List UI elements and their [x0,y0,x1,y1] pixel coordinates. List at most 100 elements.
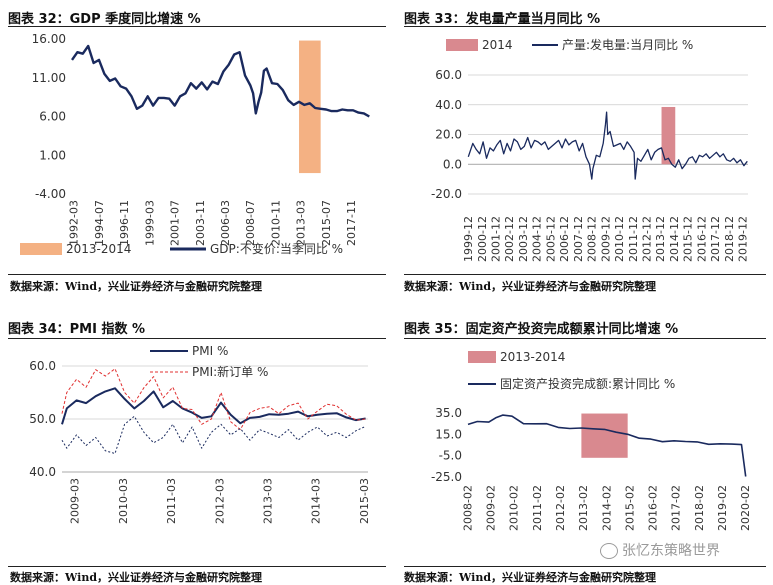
source-note-34: 数据来源：Wind，兴业证券经济与金融研究院整理 [10,571,263,584]
legend-label: 2013-2014 [500,350,565,364]
x-tick-label: 2016-02 [647,485,660,531]
x-tick-label: 2011-02 [531,485,544,531]
x-tick-label: 2003-11 [194,200,207,246]
x-tick-label: 2011-12 [627,216,640,262]
legend-swatch [20,243,62,255]
legend-label: 2013-2014 [66,242,131,256]
top-rule-35 [404,338,766,339]
series-line [467,414,747,477]
bottom-rule-32 [8,274,386,275]
x-tick-label: 1994-07 [93,200,106,246]
legend-label: GDP:不变价:当季同比 % [210,241,343,256]
source-note-35: 数据来源：Wind，兴业证券经济与金融研究院整理 [404,571,657,584]
x-tick-label: 2019-02 [716,485,729,531]
y-tick-label: 20.0 [435,128,462,142]
y-tick-label: 0.0 [443,157,462,171]
x-tick-label: 2020-02 [739,485,752,531]
x-tick-label: 2005-12 [544,216,557,262]
x-tick-label: 1992-03 [68,200,81,246]
x-tick-label: 2015-12 [682,216,695,262]
y-tick-label: 35.0 [435,406,462,420]
x-tick-label: 2008-02 [461,485,474,531]
series-line [467,111,748,180]
source-note-33: 数据来源：Wind，兴业证券经济与金融研究院整理 [404,280,657,293]
y-tick-label: 60.0 [29,359,56,373]
x-tick-label: 2008-12 [586,216,599,262]
legend-label: 固定资产投资完成额:累计同比 % [500,376,675,391]
source-note-32: 数据来源：Wind，兴业证券经济与金融研究院整理 [10,280,263,293]
x-tick-label: 2014-02 [600,485,613,531]
x-tick-label: 2007-12 [572,216,585,262]
x-tick-label: 2015-02 [623,485,636,531]
panel-title-35: 图表 35：固定资产投资完成额累计同比增速 % [404,322,679,337]
legend-label: 2014 [482,38,513,52]
x-tick-label: 2018-12 [723,216,736,262]
x-tick-label: 2010-02 [508,485,521,531]
y-tick-label: 50.0 [29,412,56,426]
x-tick-label: 2010-03 [117,478,130,524]
x-tick-label: 2019-12 [737,216,750,262]
shaded-period-bar [581,413,628,458]
x-tick-label: 2014-03 [310,478,323,524]
top-rule-34 [8,338,386,339]
y-tick-label: 11.00 [32,71,66,85]
panel-title-33: 图表 33：发电量产量当月同比 % [404,12,601,27]
x-tick-label: 2013-02 [577,485,590,531]
x-tick-label: 2010-11 [269,200,282,246]
x-tick-label: 2009-03 [69,478,82,524]
x-tick-label: 2016-12 [695,216,708,262]
x-tick-label: 2012-02 [554,485,567,531]
x-tick-label: 2017-12 [709,216,722,262]
y-tick-label: 16.00 [32,32,66,46]
legend-label: PMI:新订单 % [192,364,268,379]
y-tick-label: -4.00 [35,187,66,201]
top-rule-32 [8,26,386,27]
x-tick-label: 2009-12 [599,216,612,262]
chart-pmi: 60.0 50.0 40.0 2009-03 2010-03 2011-03 2012-03… [29,344,371,524]
panel-title-32: 图表 32：GDP 季度同比增速 % [8,12,201,27]
y-tick-label: 40.0 [29,465,56,479]
x-tick-label: 2012-12 [641,216,654,262]
x-tick-label: 2015-03 [358,478,371,524]
shaded-period-bar [299,40,321,174]
x-tick-label: 2012-03 [213,478,226,524]
y-tick-label: -20.0 [431,187,462,201]
chart-power-generation-yoy: 60.0 40.0 20.0 0.0 -20.0 1999-12 2000-12 2001-1… [431,37,750,262]
x-tick-label: 2014-12 [668,216,681,262]
x-tick-label: 2017-11 [345,200,358,246]
x-tick-label: 2003-12 [517,216,530,262]
x-tick-label: 2006-03 [219,200,232,246]
x-tick-label: 2006-12 [558,216,571,262]
watermark-text: 张忆东策略世界 [622,543,720,559]
x-tick-label: 2013-03 [261,478,274,524]
y-tick-label: 60.0 [435,68,462,82]
y-tick-label: 1.00 [39,148,66,162]
wechat-icon [600,543,618,559]
y-tick-label: 6.00 [39,110,66,124]
legend-swatch [446,39,478,51]
x-tick-label: 1996-11 [118,200,131,246]
x-tick-label: 2017-02 [670,485,683,531]
x-tick-label: 2000-12 [476,216,489,262]
y-tick-label: -5.0 [439,449,462,463]
legend-label: PMI % [192,344,228,358]
watermark: 张忆东策略世界 [600,540,720,560]
series-line [61,368,366,431]
legend-label: 产量:发电量:当月同比 % [562,37,693,52]
bottom-rule-35 [404,566,766,567]
series-line [61,387,366,425]
shaded-period-bar [661,106,676,165]
x-tick-label: 2011-03 [165,478,178,524]
x-tick-label: 2010-12 [613,216,626,262]
series-line [71,44,370,118]
x-tick-label: 2004-12 [531,216,544,262]
bottom-rule-33 [404,274,766,275]
x-tick-label: 2013-03 [295,200,308,246]
series-line [61,415,366,454]
x-tick-label: 1999-12 [462,216,475,262]
x-tick-label: 1999-03 [143,200,156,246]
x-tick-label: 2001-12 [490,216,503,262]
bottom-rule-34 [8,566,386,567]
